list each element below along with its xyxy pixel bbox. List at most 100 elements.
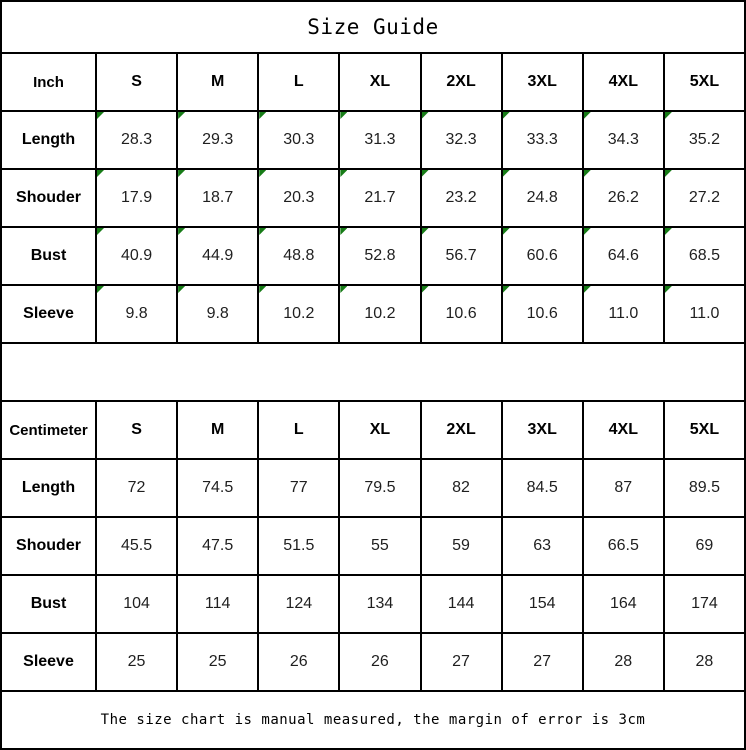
measurement-value: 26.2: [581, 168, 665, 228]
measurement-row-sleeve: Sleeve 9.8 9.8 10.2 10.2 10.6 10.6 11.0 11.0: [0, 284, 746, 344]
measurement-value: 10.6: [500, 284, 584, 344]
cell-corner-marker-icon: [260, 229, 267, 235]
measurement-value: 21.7: [338, 168, 422, 228]
measurement-value: 60.6: [500, 226, 584, 286]
measurement-value: 45.5: [94, 516, 179, 576]
cell-corner-marker-icon: [179, 229, 186, 235]
measurement-row-shouder: Shouder 45.5 47.5 51.5 55 59 63 66.5 69: [0, 516, 746, 576]
measurement-value: 25: [176, 632, 260, 692]
measurement-value: 11.0: [662, 284, 746, 344]
cell-corner-marker-icon: [179, 287, 186, 293]
size-header-2xl: 2XL: [419, 52, 503, 112]
measurement-row-bust: Bust 40.9 44.9 48.8 52.8 56.7 60.6 64.6 68.5: [0, 226, 746, 286]
measurement-value: 72: [94, 458, 179, 518]
measurement-value: 10.2: [338, 284, 422, 344]
size-header-4xl: 4XL: [581, 400, 665, 460]
measurement-value: 59: [419, 516, 503, 576]
cell-corner-marker-icon: [584, 113, 591, 119]
measurement-value: 35.2: [662, 110, 746, 170]
size-header-4xl: 4XL: [581, 52, 665, 112]
measurement-value: 51.5: [257, 516, 341, 576]
measurement-row-length: Length 28.3 29.3 30.3 31.3 32.3 33.3 34.3 35.2: [0, 110, 746, 170]
measurement-value: 29.3: [176, 110, 260, 170]
title-section: Size Guide: [0, 0, 746, 54]
measurement-row-shouder: Shouder 17.9 18.7 20.3 21.7 23.2 24.8 26.2 27.2: [0, 168, 746, 228]
cell-corner-marker-icon: [341, 287, 348, 293]
measurement-value: 27: [419, 632, 503, 692]
cell-corner-marker-icon: [260, 113, 267, 119]
size-header-5xl: 5XL: [662, 52, 746, 112]
size-header-s: S: [94, 52, 179, 112]
measurement-value: 174: [662, 574, 746, 634]
measurement-value: 9.8: [94, 284, 179, 344]
measurement-value: 66.5: [581, 516, 665, 576]
measurement-value: 26: [257, 632, 341, 692]
measurement-value: 77: [257, 458, 341, 518]
size-header-row: Inch S M L XL 2XL 3XL 4XL 5XL: [0, 52, 746, 112]
cell-corner-marker-icon: [260, 287, 267, 293]
measurement-value: 134: [338, 574, 422, 634]
cell-corner-marker-icon: [341, 229, 348, 235]
cell-corner-marker-icon: [260, 171, 267, 177]
measurement-value: 17.9: [94, 168, 179, 228]
size-header-row: Centimeter S M L XL 2XL 3XL 4XL 5XL: [0, 400, 746, 460]
cell-corner-marker-icon: [665, 287, 672, 293]
measurement-value: 79.5: [338, 458, 422, 518]
measurement-label: Length: [0, 110, 97, 170]
cell-corner-marker-icon: [179, 113, 186, 119]
measurement-value: 82: [419, 458, 503, 518]
measurement-value: 64.6: [581, 226, 665, 286]
measurement-value: 52.8: [338, 226, 422, 286]
measurement-value: 164: [581, 574, 665, 634]
measurement-row-sleeve: Sleeve 25 25 26 26 27 27 28 28: [0, 632, 746, 692]
measurement-value: 34.3: [581, 110, 665, 170]
measurement-row-length: Length 72 74.5 77 79.5 82 84.5 87 89.5: [0, 458, 746, 518]
measurement-value: 32.3: [419, 110, 503, 170]
centimeter-table-section: Centimeter S M L XL 2XL 3XL 4XL 5XL Length 72 74.5 7…: [0, 400, 746, 692]
inch-table-section: Inch S M L XL 2XL 3XL 4XL 5XL Length 28.3 29.3 30.3 3…: [0, 52, 746, 344]
measurement-label: Shouder: [0, 516, 97, 576]
size-header-m: M: [176, 52, 260, 112]
cell-corner-marker-icon: [503, 171, 510, 177]
measurement-value: 28: [662, 632, 746, 692]
measurement-label: Sleeve: [0, 284, 97, 344]
size-header-2xl: 2XL: [419, 400, 503, 460]
measurement-value: 20.3: [257, 168, 341, 228]
measurement-value: 154: [500, 574, 584, 634]
measurement-value: 69: [662, 516, 746, 576]
measurement-value: 25: [94, 632, 179, 692]
size-header-m: M: [176, 400, 260, 460]
footer-row: The size chart is manual measured, the m…: [0, 690, 746, 750]
measurement-value: 23.2: [419, 168, 503, 228]
measurement-value: 27.2: [662, 168, 746, 228]
measurement-value: 144: [419, 574, 503, 634]
cell-corner-marker-icon: [98, 113, 104, 119]
cell-corner-marker-icon: [503, 287, 510, 293]
cell-corner-marker-icon: [422, 171, 429, 177]
measurement-label: Sleeve: [0, 632, 97, 692]
cell-corner-marker-icon: [422, 113, 429, 119]
measurement-row-bust: Bust 104 114 124 134 144 154 164 174: [0, 574, 746, 634]
size-header-3xl: 3XL: [500, 400, 584, 460]
size-header-s: S: [94, 400, 179, 460]
size-header-3xl: 3XL: [500, 52, 584, 112]
measurement-value: 84.5: [500, 458, 584, 518]
cell-corner-marker-icon: [584, 229, 591, 235]
unit-label: Centimeter: [0, 400, 97, 460]
cell-corner-marker-icon: [584, 171, 591, 177]
measurement-label: Shouder: [0, 168, 97, 228]
cell-corner-marker-icon: [98, 229, 104, 235]
measurement-value: 47.5: [176, 516, 260, 576]
size-header-xl: XL: [338, 52, 422, 112]
measurement-value: 55: [338, 516, 422, 576]
cell-corner-marker-icon: [341, 171, 348, 177]
measurement-value: 68.5: [662, 226, 746, 286]
measurement-value: 124: [257, 574, 341, 634]
size-header-xl: XL: [338, 400, 422, 460]
footer-section: The size chart is manual measured, the m…: [0, 690, 746, 750]
measurement-label: Length: [0, 458, 97, 518]
title-row: Size Guide: [0, 0, 746, 54]
measurement-value: 24.8: [500, 168, 584, 228]
cell-corner-marker-icon: [665, 113, 672, 119]
